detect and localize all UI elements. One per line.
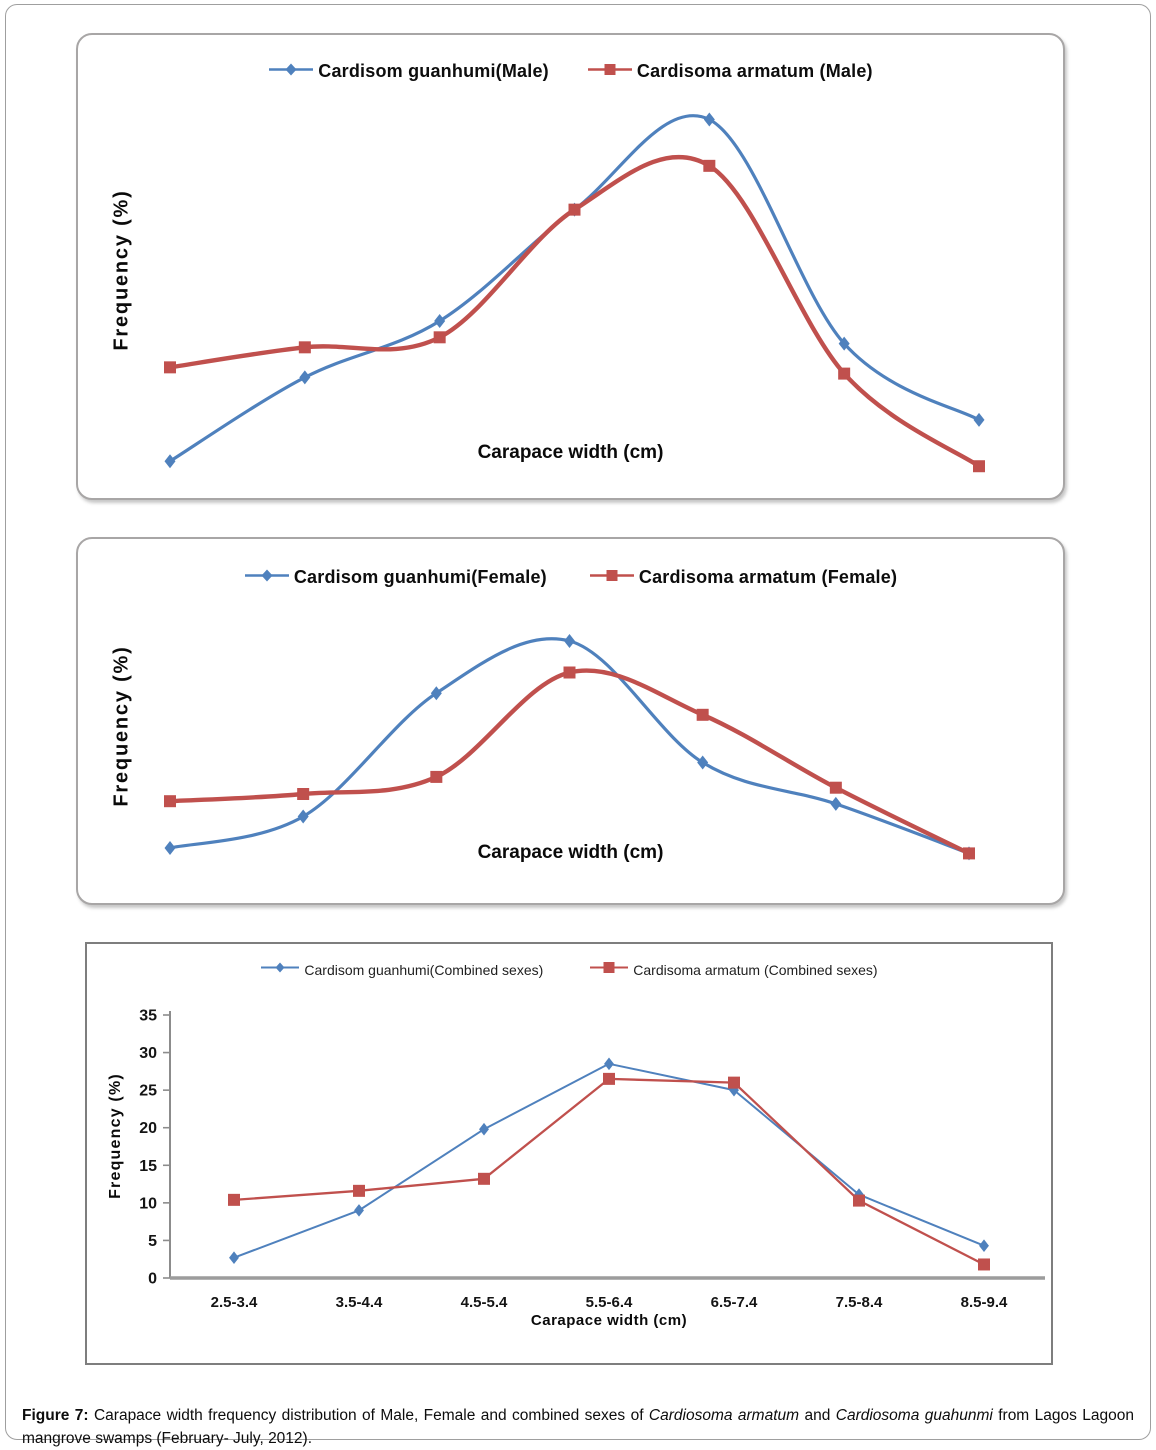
svg-text:25: 25 (139, 1083, 157, 1100)
caption-segment: from Lagos Lagoon mangrove swamps (Febru… (22, 1406, 1134, 1447)
svg-text:20: 20 (139, 1120, 157, 1137)
caption-segment: and (799, 1406, 836, 1424)
caption-segment: Cardiosoma armatum (648, 1406, 800, 1424)
svg-text:3.5-4.4: 3.5-4.4 (336, 1294, 383, 1311)
combined-y-axis-title: Frequency (%) (107, 1073, 124, 1199)
combined-chart-legend: Cardisom guanhumi(Combined sexes) Cardis… (87, 961, 1051, 979)
figure-caption: Figure 7: Carapace width frequency distr… (22, 1404, 1134, 1450)
female-y-axis-title: Frequency (%) (110, 645, 133, 807)
svg-text:35: 35 (139, 1008, 157, 1025)
legend-label: Cardisom guanhumi(Female) (293, 567, 547, 587)
legend-label: Cardisoma armatum (Combined sexes) (633, 962, 878, 978)
legend-line-square-icon (589, 568, 635, 588)
legend-item-armatum-male: Cardisoma armatum (Male) (587, 61, 873, 82)
svg-text:5: 5 (148, 1233, 157, 1250)
svg-text:7.5-8.4: 7.5-8.4 (836, 1294, 883, 1311)
male-chart-legend: Cardisom guanhumi(Male) Cardisoma armatu… (78, 61, 1063, 82)
svg-text:4.5-5.4: 4.5-5.4 (461, 1294, 508, 1311)
female-chart-canvas (164, 634, 975, 861)
legend-item-armatum-combined: Cardisoma armatum (Combined sexes) (589, 961, 878, 979)
legend-line-square-icon (587, 62, 633, 82)
svg-text:5.5-6.4: 5.5-6.4 (586, 1294, 633, 1311)
combined-chart-canvas: 0 5 10 15 20 25 30 35 2.5-3.4 3.5-4.4 4.5-5.4 5.5-6… (139, 1008, 1045, 1311)
svg-text:8.5-9.4: 8.5-9.4 (961, 1294, 1008, 1311)
legend-label: Cardisoma armatum (Male) (636, 61, 873, 81)
svg-text:2.5-3.4: 2.5-3.4 (211, 1294, 258, 1311)
legend-label: Cardisoma armatum (Female) (638, 567, 898, 587)
legend-line-diamond-icon (268, 62, 314, 82)
caption-segment: Carapace width frequency distribution of… (93, 1406, 649, 1424)
legend-item-armatum-female: Cardisoma armatum (Female) (589, 567, 897, 588)
female-chart-legend: Cardisom guanhumi(Female) Cardisoma arma… (78, 567, 1063, 588)
caption-segment: Cardiosoma guahunmi (835, 1406, 993, 1424)
male-chart-canvas (164, 112, 985, 473)
legend-item-guanhumi-male: Cardisom guanhumi(Male) (268, 61, 549, 82)
male-chart-panel: Cardisom guanhumi(Male) Cardisoma armatu… (76, 33, 1065, 500)
combined-x-axis-title: Carapace width (cm) (530, 1312, 688, 1329)
legend-line-square-icon (589, 961, 629, 979)
legend-item-guanhumi-combined: Cardisom guanhumi(Combined sexes) (260, 961, 543, 979)
svg-text:15: 15 (139, 1158, 157, 1175)
svg-text:10: 10 (139, 1195, 157, 1212)
svg-text:0: 0 (148, 1271, 157, 1288)
legend-label: Cardisom guanhumi(Combined sexes) (304, 962, 544, 978)
svg-text:30: 30 (139, 1045, 157, 1062)
legend-label: Cardisom guanhumi(Male) (318, 61, 549, 81)
male-y-axis-title: Frequency (%) (110, 189, 133, 351)
legend-line-diamond-icon (244, 568, 290, 588)
male-x-axis-title: Carapace width (cm) (477, 442, 664, 463)
female-chart-panel: Cardisom guanhumi(Female) Cardisoma arma… (76, 537, 1065, 905)
combined-chart-panel: 0 5 10 15 20 25 30 35 2.5-3.4 3.5-4.4 4.5-5.4 5.5-6… (85, 942, 1053, 1365)
female-x-axis-title: Carapace width (cm) (477, 842, 664, 863)
legend-line-diamond-icon (260, 961, 300, 979)
caption-segment: Figure 7: (22, 1406, 94, 1424)
legend-item-guanhumi-female: Cardisom guanhumi(Female) (244, 567, 547, 588)
svg-text:6.5-7.4: 6.5-7.4 (711, 1294, 758, 1311)
